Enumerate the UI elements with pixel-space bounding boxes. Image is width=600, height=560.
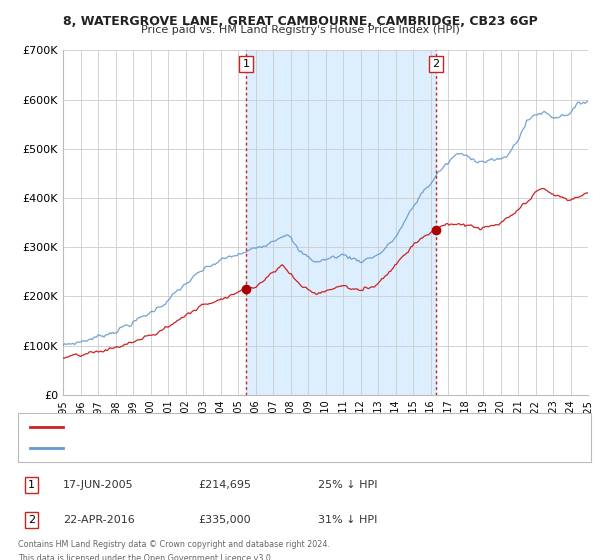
Text: HPI: Average price, detached house, South Cambridgeshire: HPI: Average price, detached house, Sout…	[70, 444, 352, 452]
Text: 25% ↓ HPI: 25% ↓ HPI	[318, 480, 377, 490]
Text: Price paid vs. HM Land Registry's House Price Index (HPI): Price paid vs. HM Land Registry's House …	[140, 25, 460, 35]
Text: 22-APR-2016: 22-APR-2016	[63, 515, 135, 525]
Text: 8, WATERGROVE LANE, GREAT CAMBOURNE, CAMBRIDGE, CB23 6GP: 8, WATERGROVE LANE, GREAT CAMBOURNE, CAM…	[62, 15, 538, 27]
Text: 1: 1	[242, 59, 250, 69]
Bar	[246, 50, 436, 395]
Text: 2: 2	[28, 515, 35, 525]
Text: Contains HM Land Registry data © Crown copyright and database right 2024.: Contains HM Land Registry data © Crown c…	[18, 540, 330, 549]
Text: 31% ↓ HPI: 31% ↓ HPI	[318, 515, 377, 525]
Text: 8, WATERGROVE LANE, GREAT CAMBOURNE, CAMBRIDGE, CB23 6GP (detached house): 8, WATERGROVE LANE, GREAT CAMBOURNE, CAM…	[70, 422, 481, 431]
Text: This data is licensed under the Open Government Licence v3.0.: This data is licensed under the Open Gov…	[18, 554, 274, 560]
Text: 2: 2	[433, 59, 439, 69]
Text: £214,695: £214,695	[198, 480, 251, 490]
Text: 1: 1	[28, 480, 35, 490]
Text: 17-JUN-2005: 17-JUN-2005	[63, 480, 134, 490]
Text: £335,000: £335,000	[198, 515, 251, 525]
